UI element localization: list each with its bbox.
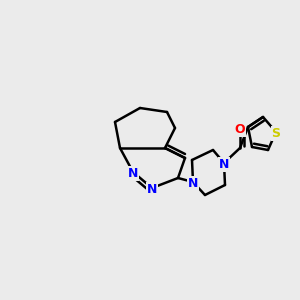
Text: N: N — [219, 158, 229, 171]
Text: N: N — [147, 183, 157, 196]
Text: O: O — [235, 123, 245, 136]
Text: N: N — [188, 177, 198, 190]
Text: S: S — [272, 127, 280, 140]
Text: N: N — [128, 167, 138, 180]
